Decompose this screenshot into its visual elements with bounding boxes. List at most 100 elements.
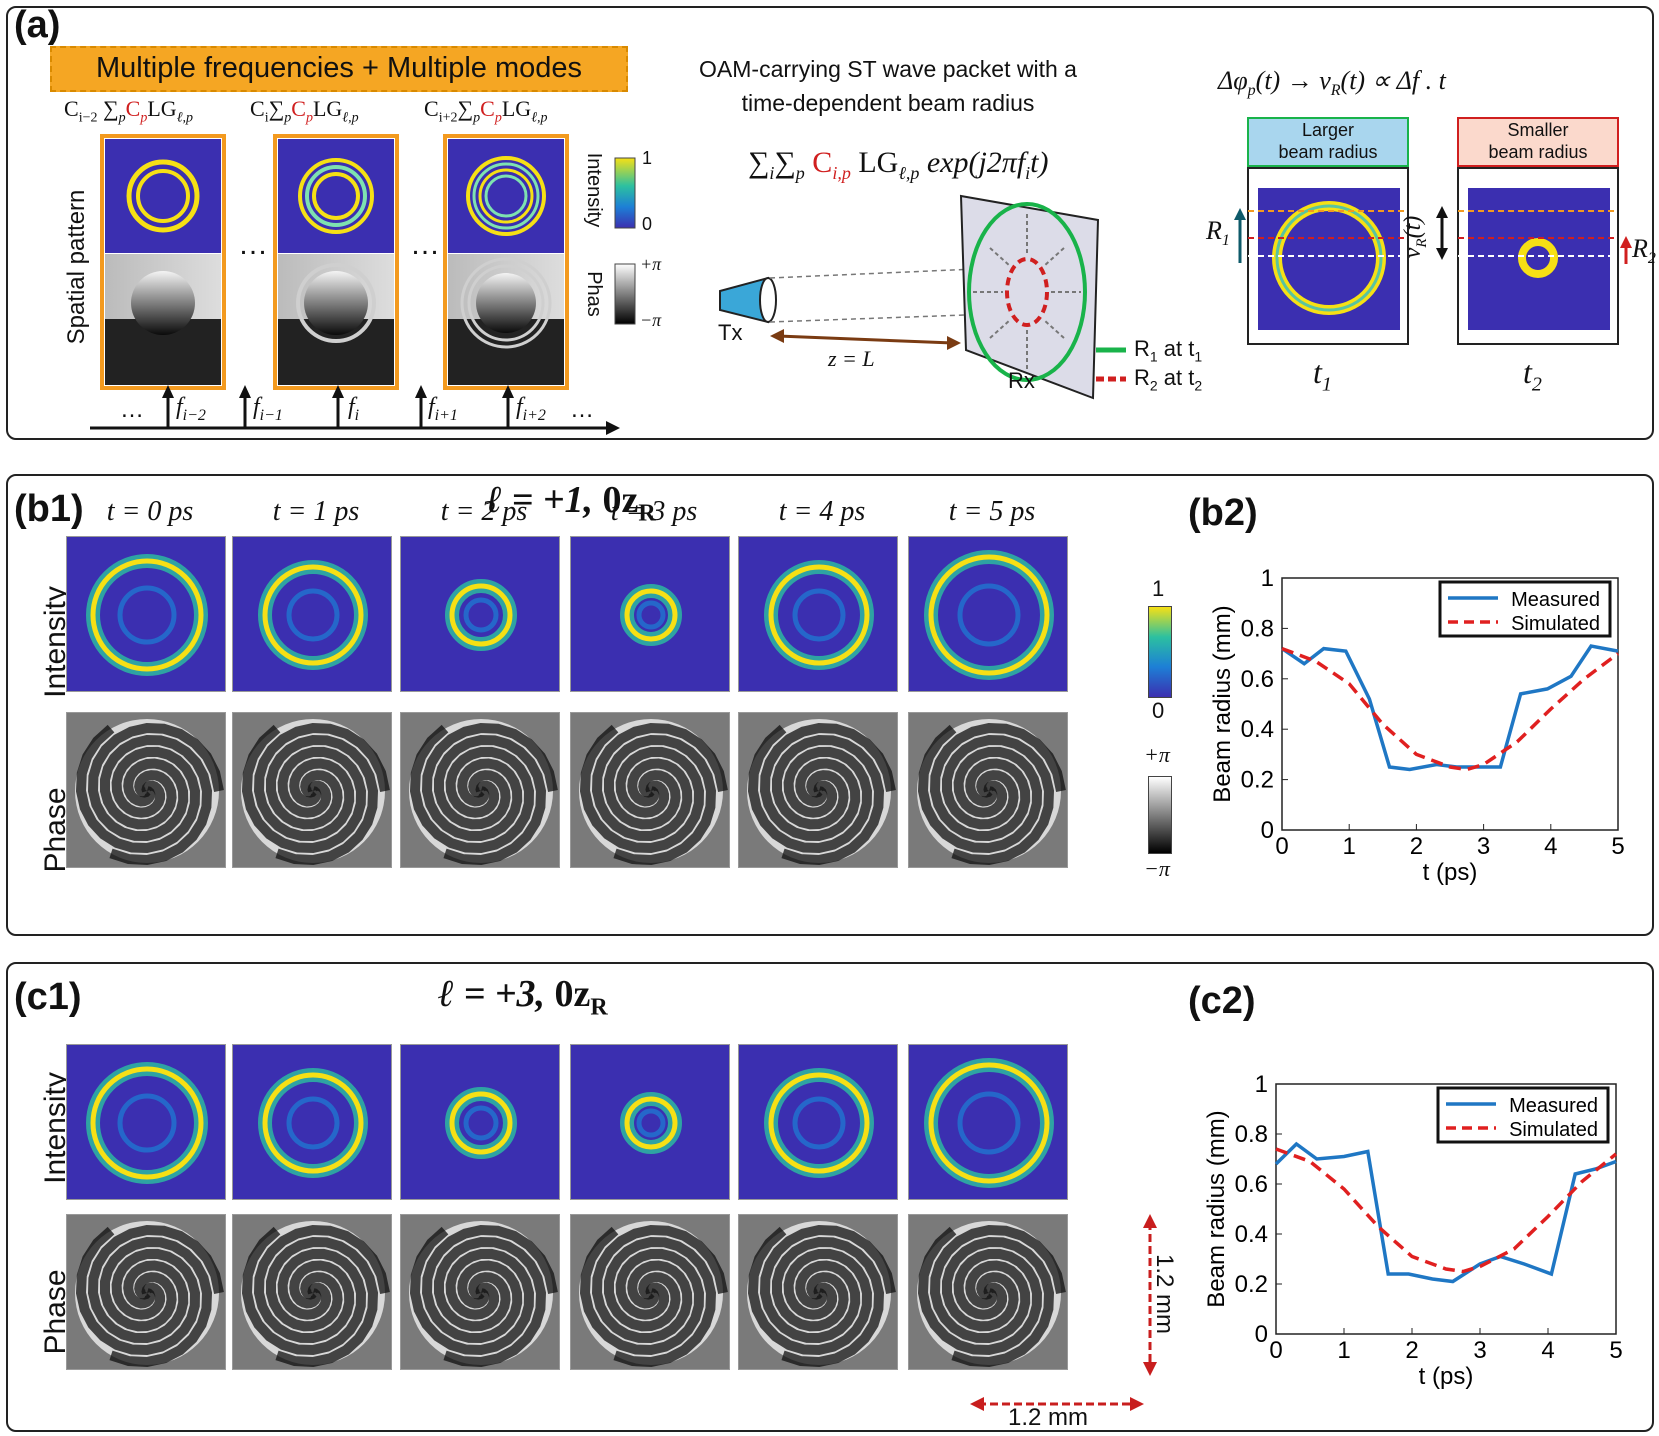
legend-r1-text: R1 at t1: [1134, 336, 1203, 365]
coef-label-right: Ci+2∑pCpLGℓ,p: [424, 96, 548, 126]
b-cbar-phase: [1148, 776, 1172, 854]
panel-c2-label: (c2): [1188, 980, 1256, 1022]
ellipsis-1: …: [238, 228, 268, 261]
x-tick-label: 3: [1473, 1337, 1486, 1364]
y-tick-label: 0.6: [1241, 666, 1274, 693]
packet-title-line2: time-dependent beam radius: [741, 90, 1035, 116]
rx-label: Rx: [1008, 368, 1035, 393]
b-intensity-tile: [570, 536, 730, 692]
x-tick-label: 2: [1405, 1337, 1418, 1364]
banner-text: Multiple frequencies + Multiple modes: [96, 52, 582, 84]
freq-label-4: fi+1: [428, 394, 458, 424]
pattern-column-middle: [273, 134, 399, 390]
coef-label-middle: Ci∑pCpLGℓ,p: [250, 96, 359, 126]
legend-lines: [1096, 347, 1126, 382]
scale-arrows: [970, 1214, 1157, 1411]
c-phase-tile: [66, 1214, 226, 1370]
freq-label-3: fi: [348, 394, 360, 424]
legend-label-measured: Measured: [1511, 589, 1600, 611]
c-phase-tile: [908, 1214, 1068, 1370]
x-tick-label: 1: [1343, 833, 1356, 860]
x-tick-label: 1: [1337, 1337, 1350, 1364]
c-phase-tile: [738, 1214, 898, 1370]
ring-r1: [967, 202, 1087, 382]
b-phase-tile: [66, 712, 226, 868]
y-tick-label: 0: [1261, 817, 1274, 844]
phase-colorbar: [614, 263, 636, 325]
legend-box: [1436, 1086, 1610, 1144]
x-tick-label: 4: [1544, 833, 1557, 860]
b-time-label: t = 0 ps: [106, 496, 194, 527]
freq-label-1: fi−2: [176, 394, 206, 424]
y-tick-label: 0.8: [1241, 615, 1274, 642]
scale-horizontal-label: 1.2 mm: [1008, 1404, 1089, 1431]
panel-b: (b1) (b2) ℓ = +1, 0zR Intensity Phase t …: [6, 474, 1654, 936]
b-cbar-ph-min: −π: [1144, 856, 1170, 881]
packet-title-line1: OAM-carrying ST wave packet with a: [699, 56, 1077, 82]
b-phase-tile: [908, 712, 1068, 868]
vr-label: vR(t): [1400, 215, 1430, 259]
b-phase-tile: [232, 712, 392, 868]
c-phase-tile: [232, 1214, 392, 1370]
x-axis-label: t (ps): [1419, 1363, 1474, 1390]
freq-ellipsis-left: …: [120, 396, 144, 423]
panel-c: (c1) (c2) ℓ = +3, 0zR Intensity Phase 1.…: [6, 962, 1654, 1432]
c-intensity-tile: [66, 1044, 226, 1200]
panel-a: (a) Multiple frequencies + Multiple mode…: [6, 4, 1656, 440]
b-cbar-intensity: [1148, 606, 1172, 698]
b-intensity-tile: [66, 536, 226, 692]
b-phase-tile: [400, 712, 560, 868]
intensity-bar-label: Intensity: [583, 152, 605, 228]
c-phase-tile: [570, 1214, 730, 1370]
phase-bar-label: Phas: [583, 271, 605, 317]
intensity-colorbar: [614, 157, 636, 229]
x-tick-label: 2: [1410, 833, 1423, 860]
x-axis-label: t (ps): [1423, 859, 1478, 886]
freq-ellipsis-right: …: [570, 396, 594, 423]
intensity-bar-min: 0: [642, 214, 653, 234]
b-cbar-int-min: 0: [1152, 698, 1165, 723]
b-intensity-tile: [738, 536, 898, 692]
smaller-box-line2: beam radius: [1488, 142, 1588, 162]
freq-label-2: fi−1: [253, 394, 283, 424]
packet-equation: ∑i∑p Ci,p LGℓ,p exp(j2πfit): [748, 146, 1049, 183]
x-tick-label: 3: [1477, 833, 1490, 860]
right-equation: Δφp(t) → vR(t) ∝ Δf . t: [1218, 66, 1446, 100]
smaller-box-line1: Smaller: [1507, 120, 1569, 140]
phase-bar-min: −π: [640, 310, 662, 330]
panel-c1-label: (c1): [14, 976, 82, 1018]
pattern-column-left: [100, 134, 226, 390]
t2-label: t2: [1523, 354, 1542, 396]
b-time-label: t = 4 ps: [778, 496, 866, 527]
ellipsis-2: …: [410, 228, 440, 261]
c-intensity-tile: [908, 1044, 1068, 1200]
series-simulated-line: [1275, 1147, 1618, 1274]
snapshot-t2: [1436, 117, 1632, 345]
distance-label: z = L: [828, 346, 875, 371]
chart-b2: 0 1 2 3 4 5 0 0.2 0.4 0.6 0.8 1 t (ps) Beam radius (m…: [1209, 565, 1625, 886]
panel-a-label: (a): [14, 4, 61, 46]
coef-label-left: Ci−2 ∑pCpLGℓ,p: [64, 96, 194, 126]
x-tick-label: 0: [1269, 1337, 1282, 1364]
panel-c-title: ℓ = +3, 0zR: [438, 973, 608, 1021]
phase-bar-max: +π: [640, 254, 662, 274]
y-axis-label: Beam radius (mm): [1209, 605, 1236, 802]
pattern-column-right: [443, 134, 569, 390]
b-phase-tile: [738, 712, 898, 868]
x-tick-label: 5: [1611, 833, 1624, 860]
freq-label-5: fi+2: [516, 394, 546, 424]
b-intensity-tile: [232, 536, 392, 692]
b-time-label: t = 5 ps: [948, 496, 1036, 527]
r1-label: R1: [1206, 216, 1230, 250]
series-measured-line: [1281, 644, 1619, 772]
distance-arrow: [770, 329, 961, 350]
b-cbar-int-max: 1: [1152, 576, 1165, 601]
legend-r2-text: R2 at t2: [1134, 365, 1203, 394]
tx-label: Tx: [718, 320, 743, 345]
snapshot-t1: [1234, 117, 1409, 345]
y-tick-label: 0.2: [1235, 1271, 1268, 1298]
panel-a-graphics: [90, 117, 1632, 435]
legend-label-measured: Measured: [1509, 1095, 1598, 1117]
larger-box-line2: beam radius: [1278, 142, 1378, 162]
ring-r2: [1005, 257, 1049, 327]
